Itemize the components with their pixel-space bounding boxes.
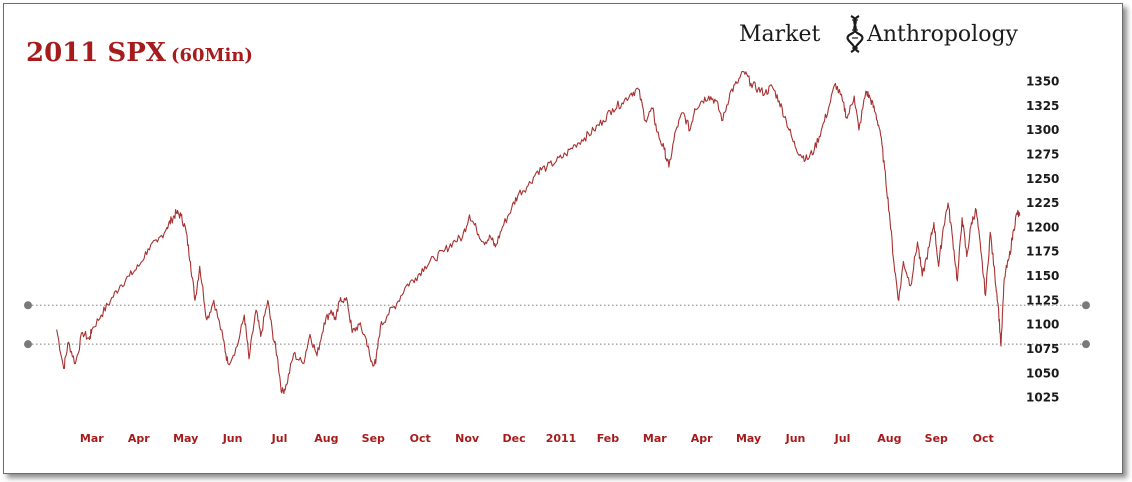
x-tick-label: Oct — [410, 432, 431, 445]
y-tick-label: 1225 — [1026, 196, 1059, 210]
y-tick-label: 1250 — [1026, 172, 1059, 186]
x-tick-label: Sep — [362, 432, 385, 445]
x-tick-label: Feb — [597, 432, 620, 445]
x-tick-label: Aug — [877, 432, 901, 445]
y-tick-label: 1150 — [1026, 269, 1059, 283]
x-tick-label: Jul — [834, 432, 851, 445]
reference-line-start-dot — [24, 340, 32, 349]
x-tick-label: Mar — [80, 432, 104, 445]
y-tick-label: 1325 — [1026, 99, 1059, 113]
y-tick-label: 1200 — [1026, 220, 1059, 234]
x-tick-label: Jun — [222, 432, 243, 445]
spx-chart: 2011 SPX (60Min) Market Anthropology 102… — [24, 15, 1090, 445]
dna-helix-icon — [846, 15, 864, 53]
chart-frame: 2011 SPX (60Min) Market Anthropology 102… — [3, 3, 1123, 474]
x-tick-label: Sep — [925, 432, 948, 445]
x-tick-label: Aug — [314, 432, 338, 445]
y-tick-label: 1275 — [1026, 147, 1059, 161]
reference-lines — [24, 301, 1090, 349]
x-tick-label: May — [736, 432, 761, 445]
x-tick-label: Jul — [271, 432, 288, 445]
x-tick-label: Apr — [691, 432, 713, 445]
y-tick-label: 1175 — [1026, 245, 1059, 259]
x-tick-label: Apr — [128, 432, 150, 445]
y-tick-label: 1350 — [1026, 75, 1059, 89]
x-tick-label: Jun — [785, 432, 806, 445]
reference-line-start-dot — [24, 301, 32, 310]
brand-left: Market — [739, 22, 821, 47]
brand-right: Anthropology — [866, 22, 1019, 47]
x-tick-label: May — [173, 432, 198, 445]
x-tick-label: Dec — [503, 432, 526, 445]
x-tick-label: Mar — [643, 432, 667, 445]
x-tick-label: Oct — [973, 432, 994, 445]
reference-line-end-dot — [1082, 301, 1090, 310]
x-tick-label: 2011 — [546, 432, 577, 445]
series-line-0 — [56, 70, 1021, 395]
series-group — [56, 70, 1021, 395]
y-tick-label: 1050 — [1026, 366, 1059, 380]
x-axis: Mar Apr May Jun Jul Aug Sep Oct Nov Dec 2011 Feb Mar… — [80, 432, 994, 445]
y-tick-label: 1300 — [1026, 123, 1059, 137]
chart-title: 2011 SPX — [26, 38, 167, 68]
y-axis: 1025 1050 1075 1100 1125 1150 1175 1200 1225 1250… — [1026, 75, 1059, 405]
x-tick-label: Nov — [455, 432, 480, 445]
y-tick-label: 1025 — [1026, 391, 1059, 405]
y-tick-label: 1100 — [1026, 318, 1059, 332]
y-tick-label: 1125 — [1026, 293, 1059, 307]
chart-subtitle: (60Min) — [171, 45, 253, 66]
reference-line-end-dot — [1082, 340, 1090, 349]
y-tick-label: 1075 — [1026, 342, 1059, 356]
